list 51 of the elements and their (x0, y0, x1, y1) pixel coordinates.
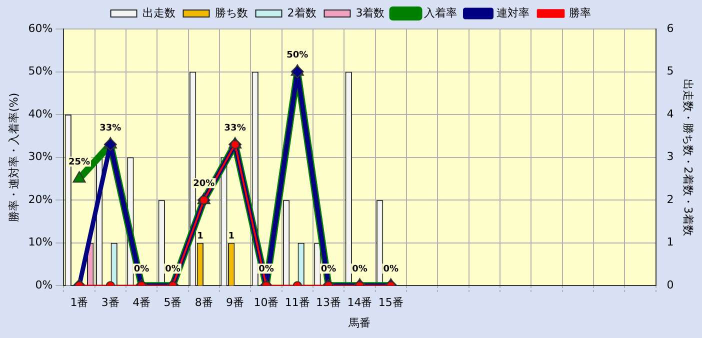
x-tick-label: 14番 (347, 296, 372, 310)
x-tick-label: 5番 (164, 296, 182, 310)
legend-label: 2着数 (287, 6, 316, 20)
x-tick-label: 9番 (226, 296, 244, 310)
data-label: 0% (383, 264, 399, 274)
y-tick-label: 50% (28, 64, 53, 78)
legend-label: 連対率 (496, 6, 530, 20)
legend-label: 勝ち数 (214, 6, 248, 20)
data-label: 0% (258, 264, 274, 274)
y-tick-label: 60% (28, 22, 53, 35)
y2-tick-label: 5 (666, 64, 674, 78)
data-label: 1 (228, 232, 234, 242)
x-axis-title: 馬番 (348, 316, 371, 330)
legend-label: 勝率 (569, 6, 592, 20)
data-label: 33% (224, 123, 246, 134)
y2-tick-label: 6 (666, 22, 674, 35)
data-label: 33% (100, 123, 122, 134)
legend-label: 入着率 (424, 6, 458, 20)
data-label: 0% (134, 264, 150, 274)
y-tick-label: 40% (28, 107, 53, 120)
x-tick-label: 4番 (132, 296, 151, 310)
x-tick-label: 13番 (316, 296, 342, 310)
y-tick-label: 30% (28, 150, 53, 164)
x-tick-label: 3番 (101, 296, 120, 310)
x-tick-label: 10番 (254, 296, 279, 310)
point (290, 65, 304, 78)
y2-tick-label: 1 (666, 236, 674, 249)
y2-tick-label: 0 (666, 278, 674, 292)
point (72, 171, 86, 183)
legend-label: 3着数 (356, 6, 385, 20)
legend-label: 出走数 (142, 6, 176, 20)
x-tick-label: 1番 (70, 296, 88, 310)
y-tick-label: 0% (35, 278, 53, 292)
data-label: 0% (320, 264, 336, 274)
y2-tick-label: 2 (666, 192, 674, 206)
x-tick-label: 11番 (284, 296, 310, 310)
y2-tick-label: 4 (666, 107, 674, 120)
data-label: 20% (193, 178, 215, 189)
x-tick-label: 8番 (194, 296, 213, 310)
y2-axis-title: 出走数・勝ち数・2着数・3着数 (682, 78, 695, 236)
data-label: 25% (68, 158, 90, 168)
point (104, 138, 117, 151)
y2-tick-label: 3 (666, 150, 674, 164)
y-tick-label: 20% (28, 192, 53, 206)
data-label: 0% (165, 264, 180, 274)
data-label: 50% (286, 50, 308, 61)
data-label: 0% (352, 264, 368, 274)
y-tick-label: 10% (28, 236, 53, 249)
data-label: 1 (197, 232, 204, 242)
x-tick-label: 15番 (378, 296, 404, 310)
y-axis-title: 勝率・連対率・入着率(%) (7, 92, 20, 222)
